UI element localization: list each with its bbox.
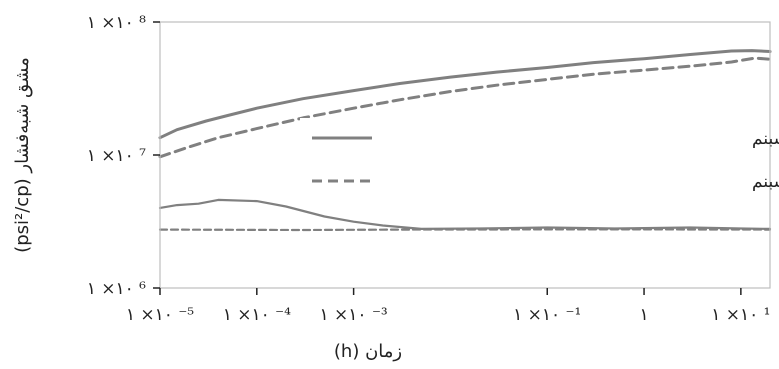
- x-tick-label-1: ۱ ×۱۰ ⁻⁵: [126, 305, 194, 325]
- y-tick-label-2: ۱ ×۱۰ ⁷: [87, 146, 146, 166]
- series-layer: [158, 49, 772, 232]
- y-tick-label-3: ۱ ×۱۰ ⁸: [87, 13, 146, 33]
- x-tick-label-4: ۱ ×۱۰ ⁻¹: [513, 305, 581, 325]
- series-line-3: [158, 198, 772, 230]
- ticks-layer: ۱ ×۱۰ ⁻⁵ ۱ ×۱۰ ⁻⁴ ۱ ×۱۰ ⁻³ ۱ ×۱۰ ⁻¹ ۱ ۱ ×۱۰ ¹…: [87, 13, 771, 325]
- x-tick-label-5: ۱: [639, 305, 648, 325]
- x-tick-label-6: ۱ ×۱۰ ¹: [711, 305, 770, 325]
- legend-label-dashed: رژیم جریانی غیردارسی بالاتر از فشار شبنم: [752, 172, 779, 192]
- series-line-2: [158, 56, 772, 159]
- legend-label-solid: رژیم جریانی غیردارسی پایین‌تر از فشار شب…: [752, 129, 779, 149]
- x-axis-title: زمان (h): [334, 341, 402, 362]
- series-line-1: [158, 49, 772, 140]
- x-tick-label-2: ۱ ×۱۰ ⁻⁴: [223, 305, 291, 325]
- x-tick-label-3: ۱ ×۱۰ ⁻³: [320, 305, 388, 325]
- y-axis-title: مشق شبه‌فشار (psi²/cp): [12, 57, 33, 253]
- series-line-4: [158, 228, 772, 232]
- legend-background: [300, 118, 766, 200]
- legend: رژیم جریانی غیردارسی پایین‌تر از فشار شب…: [312, 129, 779, 192]
- y-tick-label-1: ۱ ×۱۰ ⁶: [87, 279, 146, 299]
